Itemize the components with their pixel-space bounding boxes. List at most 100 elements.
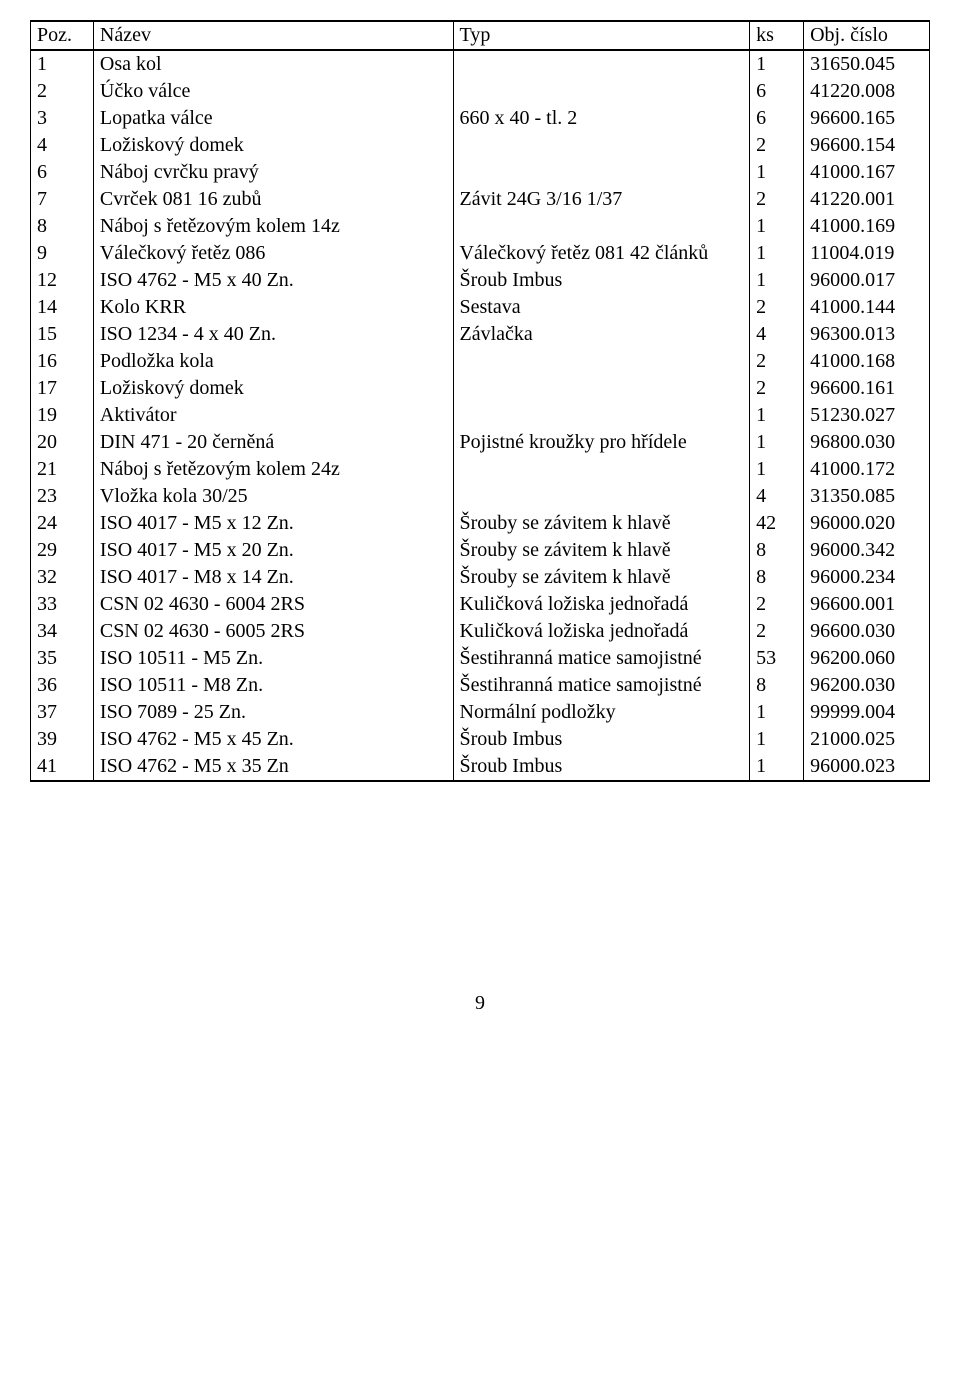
- col-header-poz: Poz.: [31, 21, 94, 50]
- table-cell: ISO 1234 - 4 x 40 Zn.: [93, 321, 453, 348]
- table-cell: Podložka kola: [93, 348, 453, 375]
- table-cell: 2: [750, 186, 804, 213]
- table-cell: 8: [750, 672, 804, 699]
- page-number: 9: [30, 992, 930, 1015]
- table-cell: 33: [31, 591, 94, 618]
- table-cell: [453, 456, 750, 483]
- table-cell: 1: [750, 50, 804, 78]
- table-cell: 31350.085: [804, 483, 930, 510]
- table-cell: 1: [750, 402, 804, 429]
- table-row: 32ISO 4017 - M8 x 14 Zn.Šrouby se závite…: [31, 564, 930, 591]
- table-cell: 96600.030: [804, 618, 930, 645]
- table-cell: ISO 4017 - M8 x 14 Zn.: [93, 564, 453, 591]
- table-row: 20DIN 471 - 20 černěnáPojistné kroužky p…: [31, 429, 930, 456]
- table-cell: 41220.001: [804, 186, 930, 213]
- table-cell: 1: [750, 753, 804, 781]
- table-row: 1Osa kol131650.045: [31, 50, 930, 78]
- table-cell: 41000.167: [804, 159, 930, 186]
- table-cell: 1: [750, 429, 804, 456]
- table-cell: Účko válce: [93, 78, 453, 105]
- table-row: 24ISO 4017 - M5 x 12 Zn.Šrouby se závite…: [31, 510, 930, 537]
- table-cell: Závlačka: [453, 321, 750, 348]
- table-cell: 96000.017: [804, 267, 930, 294]
- table-row: 17Ložiskový domek296600.161: [31, 375, 930, 402]
- table-cell: ISO 4017 - M5 x 12 Zn.: [93, 510, 453, 537]
- table-cell: 12: [31, 267, 94, 294]
- col-header-typ: Typ: [453, 21, 750, 50]
- table-cell: 9: [31, 240, 94, 267]
- table-cell: 2: [750, 294, 804, 321]
- table-row: 23Vložka kola 30/25431350.085: [31, 483, 930, 510]
- table-cell: Šroub Imbus: [453, 726, 750, 753]
- table-cell: ISO 4762 - M5 x 35 Zn: [93, 753, 453, 781]
- table-cell: Aktivátor: [93, 402, 453, 429]
- table-cell: [453, 483, 750, 510]
- col-header-nazev: Název: [93, 21, 453, 50]
- table-cell: 96600.001: [804, 591, 930, 618]
- table-cell: Šroub Imbus: [453, 267, 750, 294]
- table-cell: ISO 10511 - M8 Zn.: [93, 672, 453, 699]
- table-cell: Šestihranná matice samojistné: [453, 672, 750, 699]
- table-cell: 2: [750, 618, 804, 645]
- table-cell: ISO 10511 - M5 Zn.: [93, 645, 453, 672]
- table-cell: 4: [750, 321, 804, 348]
- table-row: 4Ložiskový domek296600.154: [31, 132, 930, 159]
- table-cell: 7: [31, 186, 94, 213]
- table-cell: [453, 402, 750, 429]
- table-cell: 29: [31, 537, 94, 564]
- table-cell: 39: [31, 726, 94, 753]
- table-cell: 2: [750, 375, 804, 402]
- table-cell: 1: [750, 159, 804, 186]
- table-row: 3Lopatka válce660 x 40 - tl. 2696600.165: [31, 105, 930, 132]
- table-cell: 1: [750, 726, 804, 753]
- table-cell: 41000.169: [804, 213, 930, 240]
- table-cell: 42: [750, 510, 804, 537]
- col-header-obj: Obj. číslo: [804, 21, 930, 50]
- table-cell: 96000.234: [804, 564, 930, 591]
- table-cell: 96000.020: [804, 510, 930, 537]
- table-row: 6Náboj cvrčku pravý141000.167: [31, 159, 930, 186]
- table-row: 9Válečkový řetěz 086Válečkový řetěz 081 …: [31, 240, 930, 267]
- table-cell: 21: [31, 456, 94, 483]
- table-cell: 1: [750, 699, 804, 726]
- table-cell: 8: [31, 213, 94, 240]
- table-cell: 41000.144: [804, 294, 930, 321]
- table-cell: [453, 348, 750, 375]
- table-cell: 31650.045: [804, 50, 930, 78]
- table-cell: 8: [750, 537, 804, 564]
- table-cell: 3: [31, 105, 94, 132]
- table-cell: [453, 78, 750, 105]
- table-cell: Osa kol: [93, 50, 453, 78]
- table-cell: 36: [31, 672, 94, 699]
- table-cell: [453, 50, 750, 78]
- table-cell: 96600.154: [804, 132, 930, 159]
- table-cell: 4: [750, 483, 804, 510]
- table-cell: Sestava: [453, 294, 750, 321]
- table-cell: 96600.165: [804, 105, 930, 132]
- table-cell: Náboj s řetězovým kolem 24z: [93, 456, 453, 483]
- table-cell: [453, 132, 750, 159]
- table-cell: Šroub Imbus: [453, 753, 750, 781]
- table-cell: 15: [31, 321, 94, 348]
- table-row: 39ISO 4762 - M5 x 45 Zn.Šroub Imbus12100…: [31, 726, 930, 753]
- table-row: 19Aktivátor151230.027: [31, 402, 930, 429]
- table-cell: Kuličková ložiska jednořadá: [453, 591, 750, 618]
- table-row: 37ISO 7089 - 25 Zn.Normální podložky1999…: [31, 699, 930, 726]
- table-cell: Lopatka válce: [93, 105, 453, 132]
- table-cell: ISO 4762 - M5 x 40 Zn.: [93, 267, 453, 294]
- table-cell: 96800.030: [804, 429, 930, 456]
- table-cell: ISO 7089 - 25 Zn.: [93, 699, 453, 726]
- table-cell: 2: [750, 132, 804, 159]
- table-cell: 41000.172: [804, 456, 930, 483]
- table-cell: 1: [750, 213, 804, 240]
- table-cell: Náboj cvrčku pravý: [93, 159, 453, 186]
- table-cell: Válečkový řetěz 086: [93, 240, 453, 267]
- table-cell: 96200.030: [804, 672, 930, 699]
- table-cell: 6: [750, 78, 804, 105]
- table-cell: Normální podložky: [453, 699, 750, 726]
- table-cell: 96600.161: [804, 375, 930, 402]
- table-cell: Válečkový řetěz 081 42 článků: [453, 240, 750, 267]
- table-cell: Šrouby se závitem k hlavě: [453, 564, 750, 591]
- table-row: 35ISO 10511 - M5 Zn.Šestihranná matice s…: [31, 645, 930, 672]
- table-cell: Závit 24G 3/16 1/37: [453, 186, 750, 213]
